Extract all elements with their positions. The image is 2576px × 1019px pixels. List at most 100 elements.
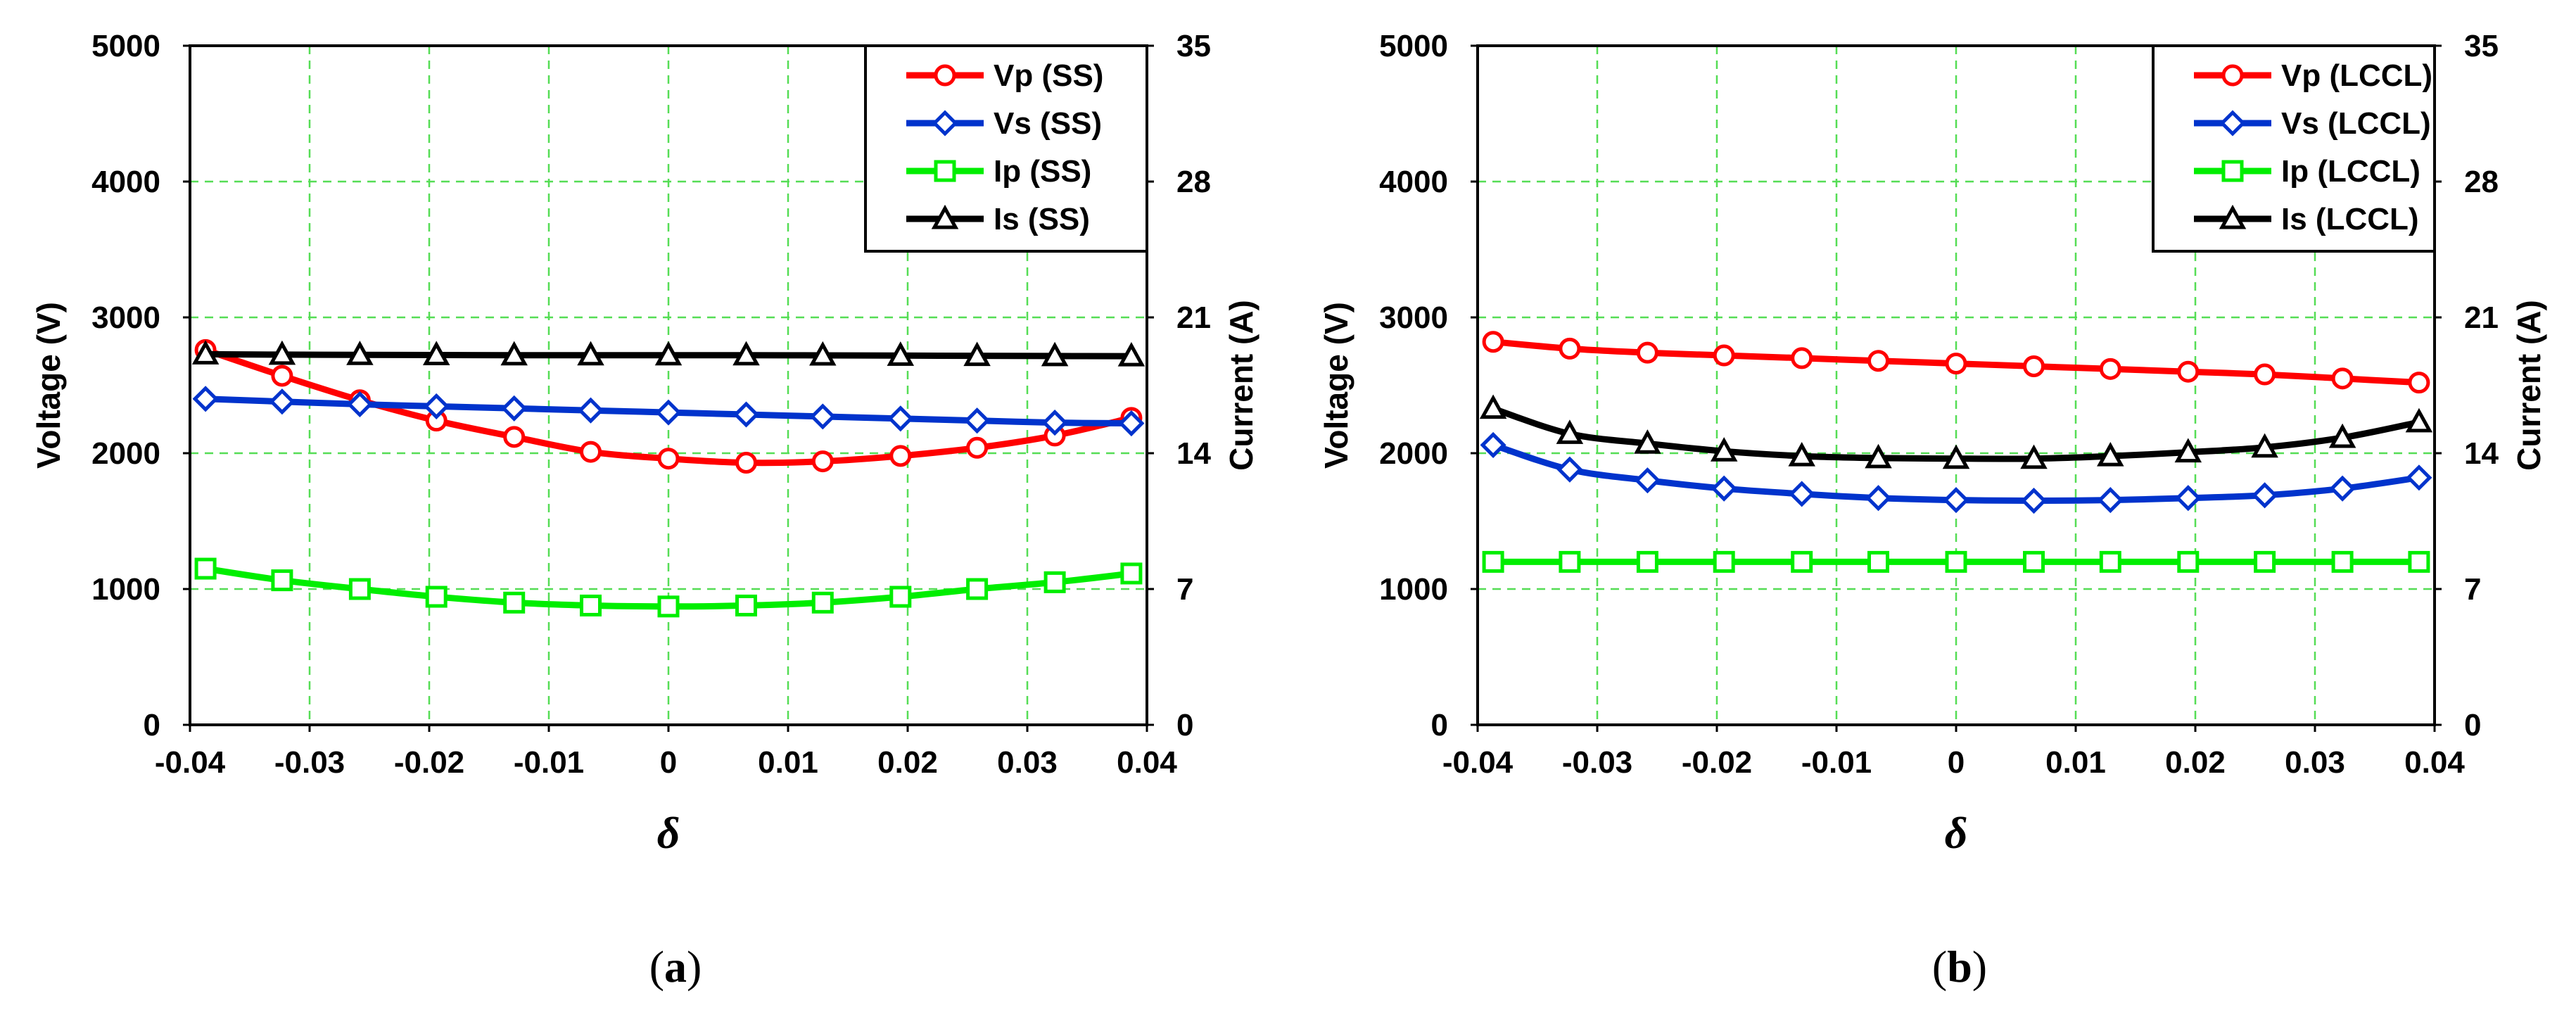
data-point (732, 341, 760, 366)
data-point (1041, 341, 1069, 367)
data-point (348, 578, 371, 600)
x-tick-label: -0.01 (514, 745, 584, 780)
x-tick-label: -0.01 (1801, 745, 1872, 780)
data-point (425, 586, 448, 608)
data-point (1043, 571, 1066, 593)
data-point (580, 594, 602, 616)
data-point (2099, 550, 2121, 573)
data-point (1118, 410, 1145, 437)
data-point (194, 557, 217, 580)
data-point (654, 341, 683, 366)
data-point (1865, 443, 1892, 469)
data-point (887, 405, 914, 432)
x-axis-title: δ (657, 808, 680, 858)
data-point (2020, 488, 2048, 514)
data-point (503, 426, 526, 448)
data-point (1867, 350, 1889, 372)
data-point (2099, 357, 2121, 380)
data-point (346, 391, 373, 418)
series-vs-ss (192, 386, 1145, 437)
legend-swatch-marker (2221, 64, 2244, 87)
data-point (889, 445, 912, 467)
x-tick-label: 0.01 (2045, 745, 2106, 780)
x-tick-label: 0.04 (1117, 745, 1177, 780)
legend: Vp (SS) Vs (SS) Ip (SS) Is (SS) (864, 44, 1148, 253)
data-point (889, 586, 912, 608)
y-tick-label: 5000 (91, 29, 160, 63)
figure-caption: (a) (649, 942, 702, 992)
data-point (268, 340, 296, 365)
data-point (964, 407, 991, 434)
y-tick-label: 5000 (1379, 29, 1448, 63)
y-tick-label: 4000 (91, 165, 160, 199)
data-point (2331, 550, 2354, 573)
data-point (1559, 550, 1581, 573)
data-point (1117, 341, 1146, 367)
data-point (1120, 562, 1143, 585)
series-vp-lccl (1482, 331, 2430, 394)
data-point (503, 591, 526, 614)
y2-tick-label: 7 (1176, 572, 1193, 607)
data-point (966, 436, 989, 459)
data-point (1791, 347, 1813, 369)
data-point (346, 341, 374, 365)
legend-label: Ip (LCCL) (2281, 154, 2420, 189)
data-point (580, 441, 602, 463)
data-point (2175, 485, 2202, 512)
legend: Vp (LCCL) Vs (LCCL) Ip (LCCL) Is (LCCL) (2152, 44, 2436, 253)
data-point (2405, 407, 2433, 433)
data-point (657, 595, 680, 618)
y2-tick-label: 14 (1176, 436, 1211, 471)
series-is-ss (191, 340, 1146, 367)
x-tick-label: 0.01 (758, 745, 818, 780)
legend-swatch-marker (931, 204, 959, 229)
legend-label: Vp (SS) (994, 58, 1103, 93)
data-point (732, 401, 760, 428)
y2-tick-label: 21 (1176, 300, 1211, 335)
y-tick-label: 0 (1431, 708, 1448, 742)
data-point (2177, 360, 2200, 383)
data-point (1945, 550, 1967, 573)
data-point (2328, 423, 2356, 448)
legend-label: Vs (SS) (994, 106, 1102, 141)
y-tick-label: 3000 (1379, 300, 1448, 335)
legend-label: Is (LCCL) (2281, 202, 2419, 236)
y-tick-label: 0 (144, 708, 160, 742)
y-tick-label: 1000 (91, 572, 160, 607)
x-tick-label: 0.03 (997, 745, 1058, 780)
data-point (2254, 550, 2276, 573)
data-point (1788, 441, 1815, 467)
data-point (811, 591, 834, 614)
data-point (269, 388, 296, 415)
data-point (809, 403, 836, 430)
data-point (2020, 444, 2048, 469)
data-point (1711, 475, 1737, 502)
y2-tick-label: 28 (1176, 165, 1211, 199)
data-point (1634, 467, 1661, 494)
series-ip-lccl (1482, 550, 2430, 573)
legend-label: Ip (SS) (994, 154, 1091, 189)
data-point (2329, 475, 2356, 502)
data-point (1041, 410, 1068, 436)
data-point (1713, 550, 1735, 573)
data-point (1789, 481, 1815, 507)
data-point (2408, 550, 2430, 573)
data-point (2174, 438, 2202, 463)
data-point (655, 399, 682, 426)
data-point (1482, 331, 1504, 353)
x-tick-label: 0.03 (2285, 745, 2345, 780)
x-tick-label: 0 (660, 745, 677, 780)
x-tick-label: 0.02 (2165, 745, 2226, 780)
data-point (1710, 437, 1738, 462)
series-is-lccl (1479, 394, 2433, 469)
y2-axis-title: Current (A) (1223, 300, 1260, 471)
data-point (2097, 441, 2124, 467)
data-point (1943, 487, 1969, 514)
data-point (422, 341, 450, 365)
data-point (2252, 482, 2278, 509)
data-point (192, 386, 219, 412)
data-point (887, 341, 915, 366)
y2-tick-label: 0 (2464, 708, 2481, 742)
data-point (1945, 353, 1967, 375)
